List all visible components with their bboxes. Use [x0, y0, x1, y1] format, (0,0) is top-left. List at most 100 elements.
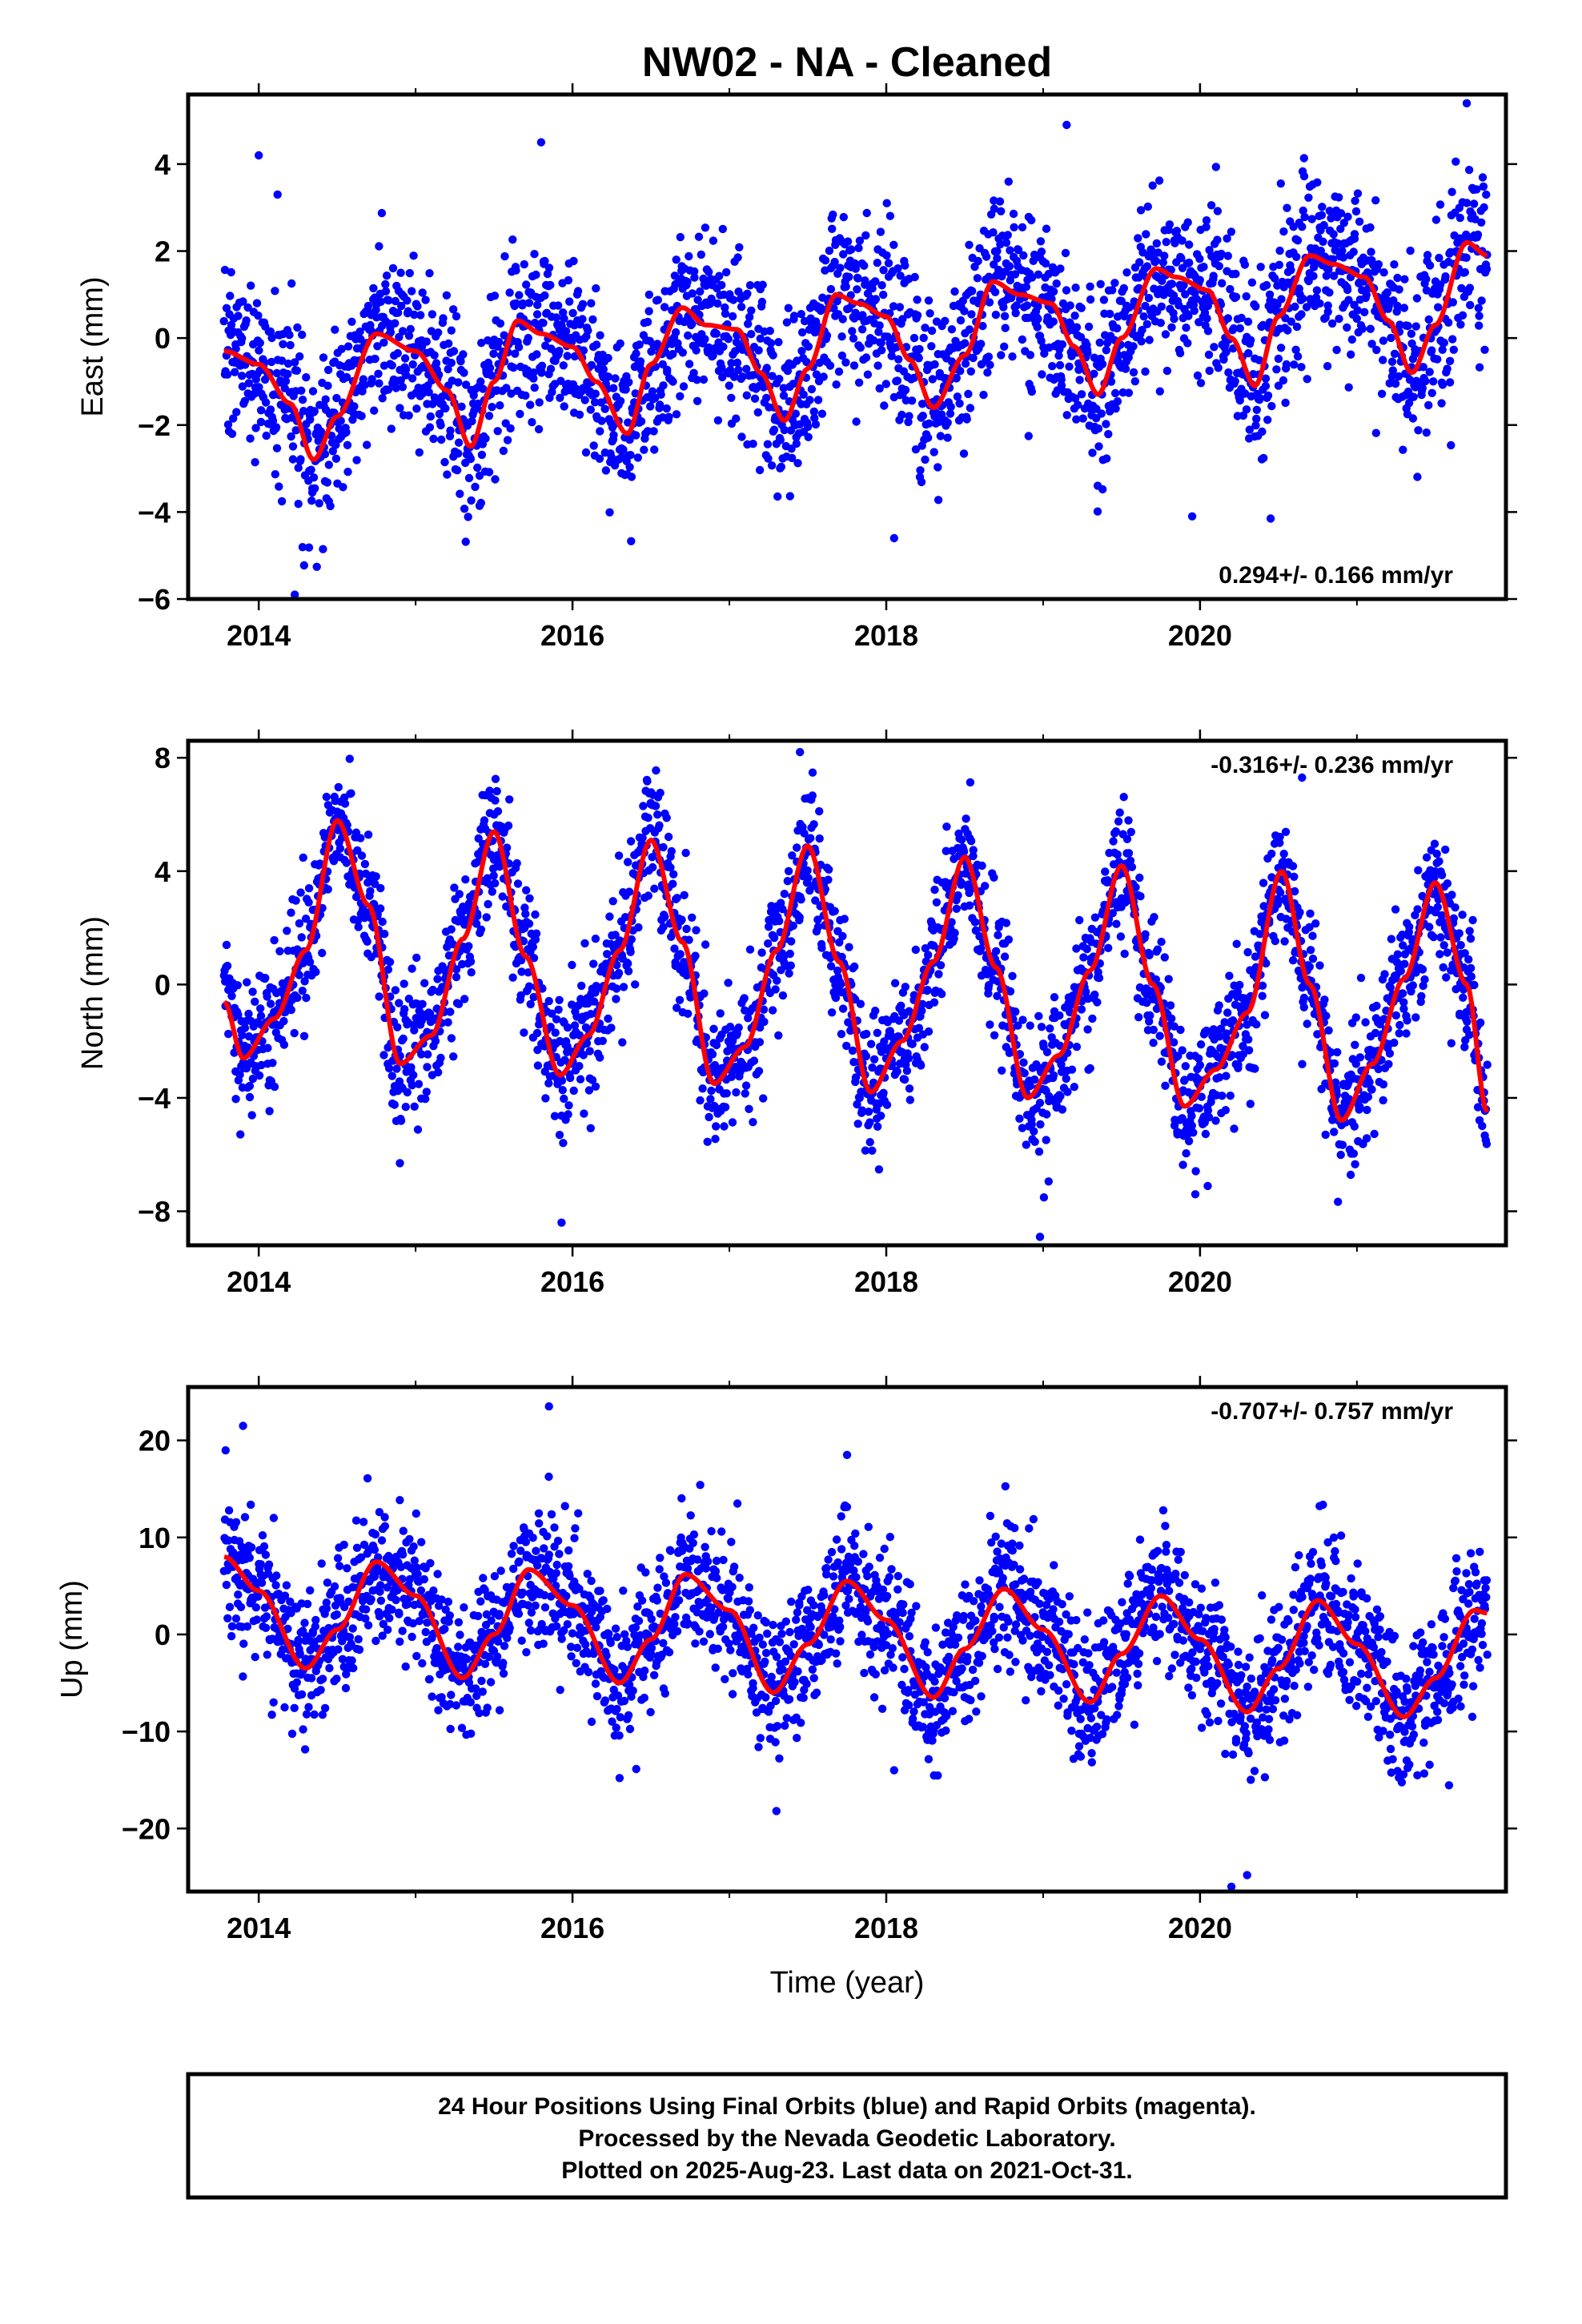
data-point: [1167, 279, 1177, 288]
data-point: [1182, 324, 1191, 332]
data-point: [737, 432, 746, 441]
data-point: [755, 1038, 765, 1047]
data-point: [631, 980, 640, 989]
data-point: [271, 423, 281, 432]
data-point: [598, 1036, 607, 1046]
data-point: [711, 1135, 720, 1144]
data-point: [361, 869, 371, 879]
data-point: [784, 304, 793, 312]
data-point: [466, 454, 476, 464]
data-point: [266, 405, 275, 414]
data-point: [684, 331, 693, 340]
data-point: [643, 777, 652, 786]
data-point: [599, 365, 608, 374]
data-point: [239, 297, 247, 306]
data-point: [481, 434, 490, 443]
data-point: [373, 342, 382, 351]
data-point: [1304, 193, 1313, 202]
data-point: [342, 428, 351, 436]
data-point: [387, 1072, 396, 1080]
data-point: [830, 257, 839, 267]
data-point: [396, 1116, 406, 1125]
data-point: [1404, 399, 1414, 408]
data-point: [559, 1139, 568, 1148]
data-point: [1156, 319, 1166, 328]
data-point: [533, 300, 542, 309]
data-point: [656, 400, 665, 409]
data-point: [907, 396, 917, 405]
data-point: [860, 261, 869, 270]
data-point: [1445, 356, 1455, 365]
data-point: [989, 228, 998, 237]
data-point: [563, 1023, 572, 1032]
data-point: [580, 396, 589, 404]
data-point: [550, 1112, 560, 1120]
data-point: [1109, 837, 1118, 846]
data-point: [529, 992, 538, 1002]
data-point: [1203, 314, 1211, 323]
data-point: [350, 402, 359, 411]
data-point: [1170, 315, 1178, 324]
data-point: [227, 991, 236, 1001]
data-point: [946, 409, 955, 418]
data-point: [1202, 223, 1211, 231]
data-point: [1145, 951, 1154, 960]
data-point: [564, 1101, 573, 1110]
data-point: [299, 407, 308, 416]
data-point: [425, 1009, 435, 1018]
data-point: [1084, 322, 1094, 332]
data-point: [265, 1107, 274, 1116]
data-point: [1475, 321, 1484, 330]
data-point: [679, 382, 689, 391]
data-point: [783, 366, 793, 376]
data-point: [762, 364, 771, 372]
data-point: [1034, 302, 1042, 311]
data-point: [243, 303, 252, 312]
data-point: [965, 325, 974, 334]
data-point: [1477, 218, 1486, 227]
data-point: [290, 1028, 299, 1038]
data-point: [524, 333, 532, 343]
data-point: [235, 1070, 244, 1080]
data-point: [1204, 350, 1214, 360]
data-point: [700, 989, 709, 998]
data-point: [825, 865, 833, 875]
outlier-point: [1187, 512, 1197, 521]
data-point: [873, 361, 882, 370]
data-point: [619, 983, 628, 991]
data-point: [580, 939, 589, 948]
data-point: [404, 307, 412, 316]
data-point: [450, 883, 459, 892]
data-point: [966, 404, 975, 412]
data-point: [635, 340, 644, 349]
data-point: [780, 425, 789, 435]
data-point: [1201, 1129, 1211, 1139]
data-point: [296, 888, 305, 897]
data-point: [498, 892, 507, 901]
data-point: [720, 1122, 729, 1131]
data-point: [740, 994, 749, 1003]
data-point: [1290, 872, 1299, 882]
data-point: [336, 416, 345, 425]
data-point: [380, 930, 389, 939]
data-point: [460, 505, 469, 513]
data-point: [1421, 376, 1430, 386]
data-point: [605, 508, 614, 517]
data-point: [797, 347, 806, 356]
data-point: [627, 537, 636, 545]
data-point: [1195, 255, 1204, 263]
data-point: [862, 1029, 871, 1039]
data-point: [1244, 348, 1253, 358]
data-point: [901, 983, 910, 991]
data-point: [1129, 342, 1138, 351]
data-point: [1124, 849, 1134, 858]
data-point: [1317, 211, 1327, 219]
data-point: [1124, 388, 1134, 397]
data-point: [1046, 1024, 1054, 1033]
data-point: [979, 390, 988, 400]
data-point: [1347, 350, 1355, 359]
data-point: [306, 415, 315, 424]
data-point: [1161, 1081, 1170, 1091]
data-point: [505, 795, 514, 804]
